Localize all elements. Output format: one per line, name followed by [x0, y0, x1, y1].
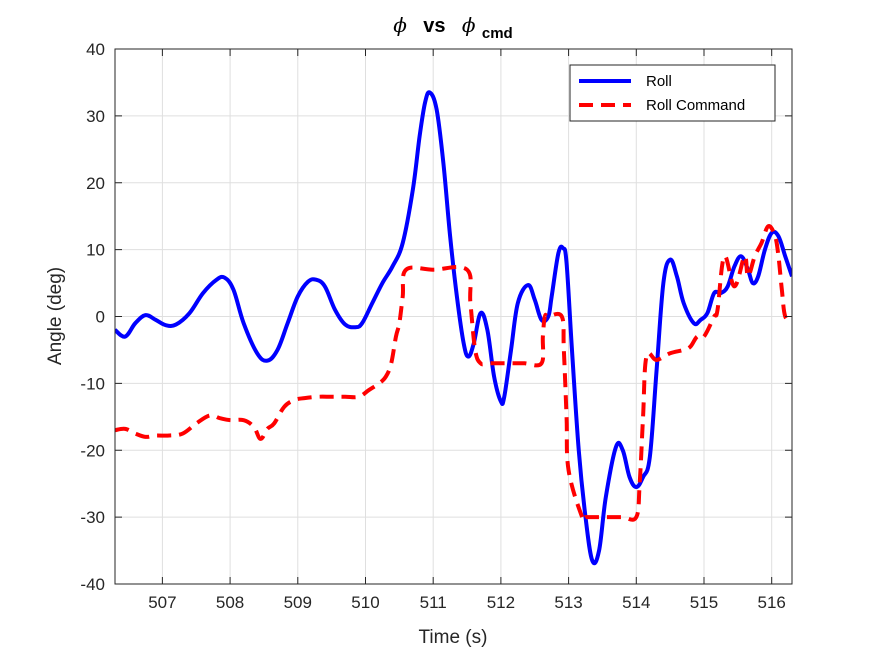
title-subscript-cmd: cmd	[482, 25, 513, 42]
y-tick-label: 0	[96, 308, 105, 327]
data-series	[115, 90, 792, 566]
y-tick-label: 40	[86, 40, 105, 59]
y-tick-labels: -40 -30 -20 -10 0 10 20 30 40	[80, 40, 105, 594]
title-vs: vs	[423, 15, 445, 37]
x-tick-label: 507	[148, 593, 176, 612]
y-tick-label: 20	[86, 174, 105, 193]
legend-label-roll: Roll	[646, 73, 672, 90]
y-tick-label: -20	[80, 441, 105, 460]
x-tick-label: 513	[554, 593, 582, 612]
x-tick-label: 510	[351, 593, 379, 612]
y-tick-label: -40	[80, 575, 105, 594]
y-tick-label: 30	[86, 107, 105, 126]
y-tick-label: -30	[80, 508, 105, 527]
y-axis-label: Angle (deg)	[45, 267, 66, 365]
series-line-roll	[115, 90, 792, 566]
tick-marks	[115, 48, 792, 585]
x-tick-label: 514	[622, 593, 650, 612]
x-tick-label: 512	[487, 593, 515, 612]
x-tick-label: 509	[284, 593, 312, 612]
title-phi-symbol: ϕ	[393, 13, 407, 37]
x-axis-label: Time (s)	[419, 627, 488, 648]
chart-title: ϕ vs ϕ cmd	[393, 13, 512, 42]
y-tick-label: 10	[86, 241, 105, 260]
y-tick-label: -10	[80, 374, 105, 393]
legend: Roll Roll Command	[569, 64, 776, 122]
legend-box	[569, 64, 776, 122]
legend-label-roll-command: Roll Command	[646, 97, 745, 114]
series-line-roll-command	[115, 224, 792, 523]
x-tick-label: 516	[758, 593, 786, 612]
x-tick-label: 508	[216, 593, 244, 612]
x-tick-label: 515	[690, 593, 718, 612]
title-phi-cmd-symbol: ϕ	[462, 13, 476, 37]
x-tick-labels: 507 508 509 510 511 512 513 514 515 516	[148, 593, 786, 612]
x-tick-label: 511	[420, 593, 447, 612]
